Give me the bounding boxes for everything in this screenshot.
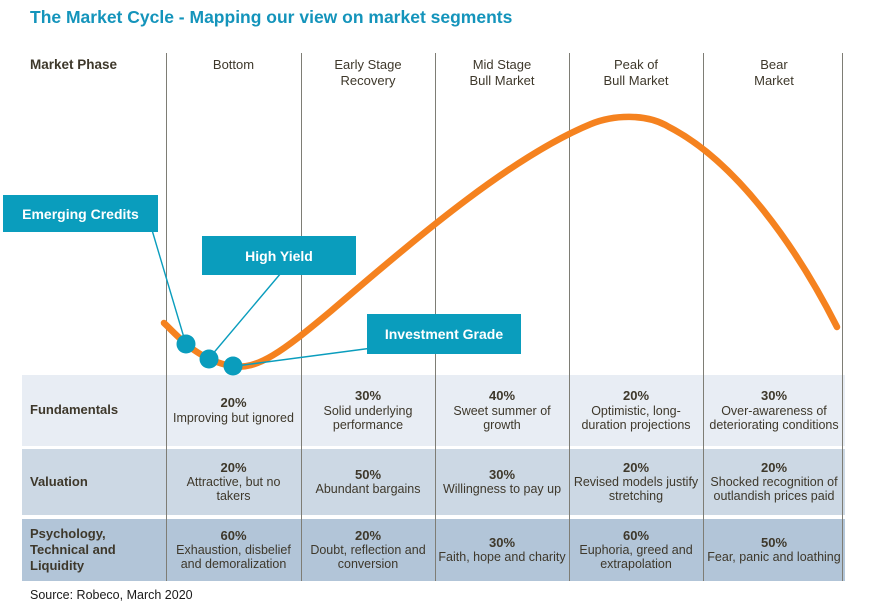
cell-percent: 20% <box>622 388 650 404</box>
phase-header-line: Bull Market <box>469 73 535 89</box>
cell-percent: 20% <box>622 459 650 475</box>
emerging-credits-callout: Emerging Credits <box>3 195 158 232</box>
cell-description: Fear, panic and loathing <box>707 550 841 565</box>
cell-psychology-peak: 60% Euphoria, greed and extrapolation <box>569 527 703 572</box>
cell-psychology-mid: 30% Faith, hope and charity <box>435 534 569 565</box>
phase-header-bear-market: Bear Market <box>703 53 845 99</box>
phase-header-mid-stage-bull-market: Mid Stage Bull Market <box>435 53 569 99</box>
row-label: Valuation <box>30 473 88 489</box>
table-row-psychology-technical-liquidity: Psychology, Technical and Liquidity 60% … <box>22 519 845 581</box>
high-yield-leader-line <box>210 272 282 357</box>
figure-title: The Market Cycle - Mapping our view on m… <box>30 7 513 27</box>
cell-valuation-early: 50% Abundant bargains <box>301 466 435 497</box>
phase-header-line: Peak of <box>613 57 659 72</box>
source-note: Source: Robeco, March 2020 <box>30 588 193 602</box>
segment-dots <box>176 334 243 376</box>
cell-percent: 20% <box>220 395 247 411</box>
row-label: Psychology, Technical and Liquidity <box>30 525 116 574</box>
cell-description: Solid underlying performance <box>323 403 413 432</box>
cell-fundamentals-mid: 40% Sweet summer of growth <box>435 389 569 432</box>
cell-psychology-bottom: 60% Exhaustion, disbelief and demoraliza… <box>166 527 301 572</box>
phase-header-line: Early Stage <box>334 57 402 72</box>
emerging-credits-dot <box>176 334 196 354</box>
cell-description: Revised models justify stretching <box>573 475 699 504</box>
emerging-credits-leader-line <box>151 229 186 342</box>
phase-header-line: Market <box>754 73 794 89</box>
investment-grade-dot <box>223 356 243 376</box>
cell-percent: 50% <box>354 466 382 482</box>
cell-psychology-bear: 50% Fear, panic and loathing <box>703 534 845 565</box>
cell-description: Euphoria, greed and extrapolation <box>579 543 693 572</box>
cell-description: Over-awareness of deteriorating conditio… <box>709 403 839 432</box>
cell-fundamentals-bottom: 20% Improving but ignored <box>166 396 301 425</box>
callout-label: Emerging Credits <box>22 205 139 222</box>
cell-percent: 60% <box>220 527 247 543</box>
cell-percent: 30% <box>488 466 516 482</box>
cell-percent: 20% <box>354 527 382 543</box>
cell-percent: 20% <box>220 459 247 475</box>
cell-valuation-peak: 20% Revised models justify stretching <box>569 459 703 504</box>
phase-header-early-stage-recovery: Early Stage Recovery <box>301 53 435 99</box>
cell-description: Sweet summer of growth <box>453 403 551 432</box>
cell-description: Exhaustion, disbelief and demoralization <box>176 543 291 572</box>
callout-label: High Yield <box>245 247 313 264</box>
cell-percent: 30% <box>760 388 788 404</box>
phase-header-line: Mid Stage <box>472 57 532 72</box>
market-phase-header: Market Phase <box>30 57 118 72</box>
cell-valuation-mid: 30% Willingness to pay up <box>435 466 569 497</box>
cell-description: Shocked recognition of outlandish prices… <box>710 475 838 504</box>
row-label: Fundamentals <box>30 402 119 418</box>
cell-percent: 30% <box>354 388 382 404</box>
cell-percent: 40% <box>488 388 516 404</box>
table-row-valuation: Valuation 20% Attractive, but no takers … <box>22 449 845 515</box>
cell-percent: 30% <box>488 534 516 550</box>
phase-header-line: Bull Market <box>603 73 669 89</box>
cell-percent: 50% <box>760 534 788 550</box>
cell-percent: 60% <box>622 527 650 543</box>
high-yield-callout: High Yield <box>202 236 356 275</box>
phase-header-peak-of-bull-market: Peak of Bull Market <box>569 53 703 99</box>
investment-grade-leader-line <box>235 346 381 367</box>
cell-description: Optimistic, long-duration projections <box>581 403 691 432</box>
cell-valuation-bear: 20% Shocked recognition of outlandish pr… <box>703 459 845 504</box>
phase-header-row: Market Phase Bottom Early Stage Recovery… <box>22 53 845 99</box>
phase-header-bottom: Bottom <box>166 53 301 99</box>
phase-header-line: Recovery <box>340 73 396 89</box>
callout-label: Investment Grade <box>384 326 504 342</box>
high-yield-dot <box>199 349 219 369</box>
cell-fundamentals-peak: 20% Optimistic, long-duration projection… <box>569 389 703 432</box>
investment-grade-callout: Investment Grade <box>367 314 521 354</box>
cell-description: Abundant bargains <box>315 482 421 497</box>
cell-fundamentals-bear: 30% Over-awareness of deteriorating cond… <box>703 389 845 432</box>
cell-description: Faith, hope and charity <box>438 550 566 565</box>
cell-fundamentals-early: 30% Solid underlying performance <box>301 389 435 432</box>
cell-description: Willingness to pay up <box>442 482 562 497</box>
cell-description: Doubt, reflection and conversion <box>310 543 426 572</box>
cell-description: Attractive, but no takers <box>186 475 281 504</box>
table-row-fundamentals: Fundamentals 20% Improving but ignored 3… <box>22 375 845 446</box>
cell-valuation-bottom: 20% Attractive, but no takers <box>166 459 301 504</box>
phase-header-line: Bear <box>760 57 788 72</box>
cell-psychology-early: 20% Doubt, reflection and conversion <box>301 527 435 572</box>
phase-header-line: Bottom <box>212 57 255 72</box>
cell-percent: 20% <box>760 459 788 475</box>
cell-description: Improving but ignored <box>173 410 294 425</box>
